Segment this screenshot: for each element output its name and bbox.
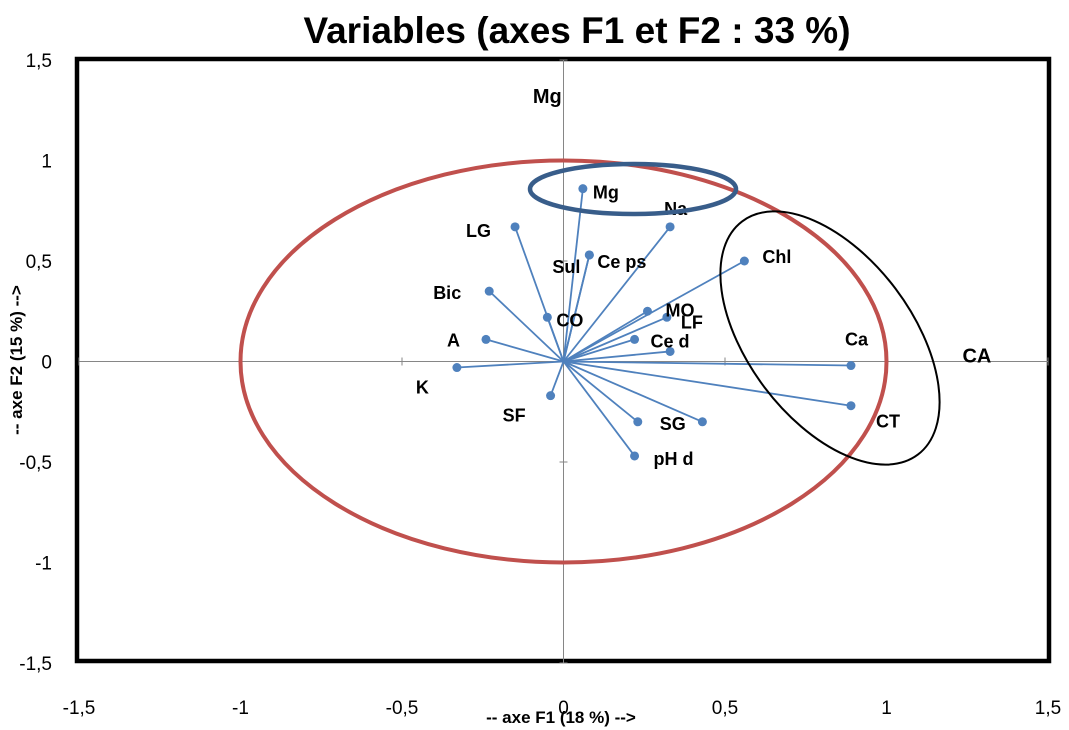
variable-point (452, 363, 462, 373)
x-tick-label: 1 (881, 698, 892, 719)
y-tick-label: 1,5 (26, 51, 52, 72)
point-label: K (416, 378, 429, 398)
y-tick-label: 1 (41, 152, 52, 173)
point-label: Ce ps (597, 252, 646, 272)
circle-layer (238, 158, 889, 565)
variable-point (846, 401, 856, 411)
variable-point (510, 222, 520, 232)
x-tick-label: 0,5 (712, 698, 738, 719)
variable-vector (563, 310, 648, 363)
variable-point (584, 250, 594, 260)
y-tick-label: -1 (35, 554, 52, 575)
point-label: Chl (762, 247, 791, 267)
variable-vector (563, 360, 703, 423)
tick-layer: -1,5 -1 -0,5 0 0,5 1 1,5 -1,5 -1 -0,5 0 0,5 1 1,5 (19, 51, 1061, 719)
variable-point (697, 417, 707, 427)
variable-vector (562, 360, 639, 423)
variable-point (665, 222, 675, 232)
point-label: Ce d (651, 331, 690, 351)
y-tick-label: 0,5 (26, 252, 52, 273)
x-tick-label: -1,5 (63, 698, 96, 719)
point-label: CO (556, 310, 583, 330)
variable-vector (485, 338, 564, 363)
variable-vector (562, 226, 671, 363)
variable-vector (562, 188, 584, 362)
variable-point (546, 391, 556, 401)
y-tick-label: 0 (41, 353, 52, 374)
variable-vector (563, 360, 851, 367)
variable-vector (456, 360, 564, 369)
point-label: MO (665, 300, 694, 320)
annotation-label: Mg (533, 86, 562, 108)
variable-vector (563, 260, 745, 363)
vector-layer (452, 184, 856, 461)
variable-point (739, 256, 749, 266)
variable-point (630, 451, 640, 461)
x-tick-label: -0,5 (386, 698, 419, 719)
variable-point (484, 286, 494, 296)
variable-vector (563, 350, 671, 363)
variable-point (481, 334, 491, 344)
y-tick-label: -1,5 (19, 654, 52, 675)
variable-point (633, 417, 643, 427)
x-axis-label: -- axe F1 (18 %) --> (486, 708, 636, 727)
x-tick-label: 0 (558, 698, 569, 719)
variable-point (665, 346, 675, 356)
highlight-layer (527, 161, 941, 466)
mg-na-highlight-ellipse (527, 161, 739, 217)
point-label: pH d (654, 449, 694, 469)
point-label: CT (876, 412, 900, 432)
y-tick-label: -0,5 (19, 453, 52, 474)
variable-vector (563, 360, 852, 407)
variable-point (542, 312, 552, 322)
point-label: LG (466, 221, 491, 241)
point-label: Mg (593, 183, 619, 203)
point-label: Ca (845, 330, 869, 350)
variable-vector (562, 360, 636, 457)
x-tick-label: 1,5 (1035, 698, 1061, 719)
variable-vector (562, 254, 591, 362)
variable-point (578, 184, 588, 194)
point-label: A (447, 330, 460, 350)
variable-vector (488, 290, 565, 363)
variable-point (630, 334, 640, 344)
variable-vector (563, 316, 668, 363)
chart-title: Variables (axes F1 et F2 : 33 %) (303, 10, 850, 51)
variable-vector (546, 316, 565, 362)
variable-point (642, 306, 652, 316)
variable-point (662, 312, 672, 322)
x-tick-label: -1 (232, 698, 249, 719)
variable-point (846, 361, 856, 371)
point-label: Bic (433, 283, 461, 303)
correlation-circle (238, 158, 889, 565)
variable-vector (549, 361, 565, 396)
chl-ca-ct-highlight-ellipse (719, 210, 941, 466)
y-axis-label: -- axe F2 (15 %) --> (7, 285, 26, 435)
variable-vector (563, 338, 635, 363)
point-label: SF (503, 406, 526, 426)
point-label: Sul (552, 257, 580, 277)
point-label: SG (660, 414, 686, 434)
annotation-label: CA (962, 345, 991, 367)
point-label: LF (681, 312, 703, 332)
